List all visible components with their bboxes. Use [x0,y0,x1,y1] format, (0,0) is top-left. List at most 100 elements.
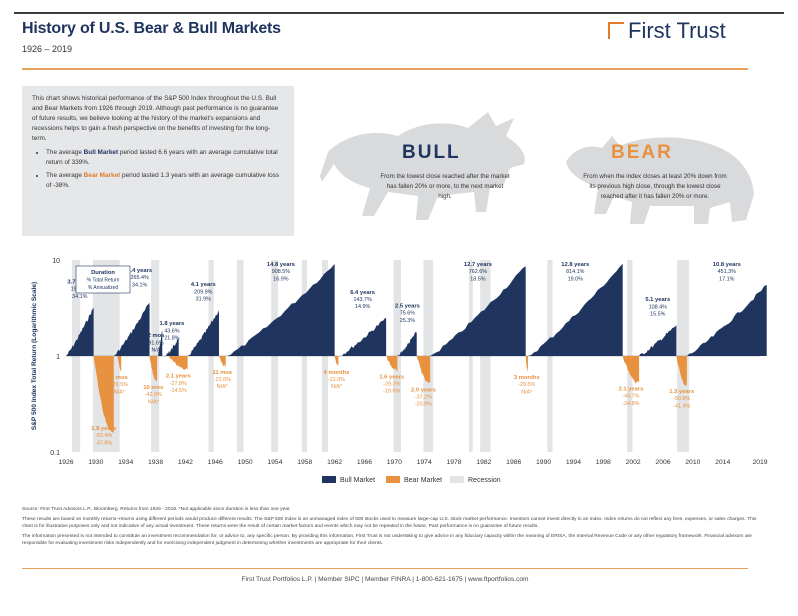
bear-silhouette-icon [566,136,754,224]
bull-segment-label: 108.4% [649,304,667,310]
bear-segment-label: N/A* [148,399,160,405]
x-tick-label: 2010 [685,459,700,466]
bear-segment-label: 1.6 years [379,374,404,380]
bull-market-area [66,307,94,356]
legend-swatch [322,476,336,483]
bull-segment-label: 12.7 years [464,262,492,268]
bull-market-term: Bull Market [83,149,119,156]
bull-segment-label: 4.4 years [127,268,152,274]
bull-segment-label: 814.1% [566,269,584,275]
bear-segment-label: -24.8% [622,401,639,407]
bear-segment-label: 11 mos [213,370,233,376]
intro-bullets: The average Bull Market period lasted 6.… [32,148,284,191]
bear-segment-label: -14.5% [170,388,187,394]
bullet-text: period lasted 6.6 years with an average … [46,149,278,166]
bull-market-area [227,263,335,356]
x-tick-label: 1974 [417,459,432,466]
bear-segment-label: -83.4% [95,433,112,439]
bull-market-area [339,317,387,356]
x-tick-label: 1998 [596,459,611,466]
bear-segment-label: 2.1 years [618,386,643,392]
bull-market-area [686,284,767,356]
bear-market-area [93,356,114,433]
bear-segment-label: -42.0% [145,392,162,398]
bear-market-area [676,356,687,386]
bear-market-area [386,356,398,372]
bear-segment-label: N/A* [331,384,343,390]
legend-swatch [450,476,464,483]
bull-market-area [430,266,526,356]
bear-segment-label: -47.8% [95,440,112,446]
x-tick-label: 1966 [357,459,372,466]
bullet-text: The average [46,172,84,179]
bear-market-area [218,356,226,368]
x-tick-label: 1986 [506,459,521,466]
bull-segment-label: 75.6% [400,311,415,317]
y-axis-label: S&P 500 Index Total Return (Logarithmic … [31,282,38,431]
bear-segment-label: 2.8 years [91,426,116,432]
bear-segment-label: -27.8% [170,381,187,387]
x-tick-label: 1962 [327,459,342,466]
bull-segment-label: 908.5% [272,269,290,275]
first-trust-logo: First Trust [608,18,726,44]
intro-paragraph: This chart shows historical performance … [32,95,279,142]
bull-heading: BULL [402,142,461,163]
legend-label: Bear Market [404,477,442,484]
x-tick-label: 1970 [387,459,402,466]
contact-line: First Trust Portfolios L.P. | Member SIP… [241,576,529,583]
header-rule [22,68,748,70]
x-tick-label: 1934 [118,459,133,466]
x-tick-label: 1926 [58,459,73,466]
bear-segment-label: -21.0% [214,377,231,383]
legend-key-item: Duration [91,270,115,276]
bull-segment-label: 16.9% [273,276,288,282]
bear-segment-label: -19.6% [383,389,400,395]
bull-segment-label: 762.6% [469,269,487,275]
bear-segment-label: N/A* [114,389,126,395]
bull-market-area [113,302,150,356]
bull-segment-label: 4.1 years [191,282,216,288]
bear-market-area [416,356,431,384]
bear-segment-label: -37.2% [415,394,432,400]
bear-segment-label: 2.1 years [166,374,191,380]
x-tick-label: 2014 [715,459,730,466]
bear-market-area [168,356,188,371]
logo-text: First Trust [628,18,726,43]
x-tick-label: 1982 [476,459,491,466]
legend-key-item: % Total Return [87,278,120,284]
bull-market-area [398,331,417,356]
bull-segment-label: 6.4 years [350,290,375,296]
logo-bracket-icon [608,21,624,39]
bear-segment-label: 1.3 years [669,389,694,395]
bear-segment-label: N/A* [521,389,533,395]
bull-segment-label: 15.5% [650,311,665,317]
bull-segment-label: 25.3% [400,318,415,324]
bear-segment-label: -21.0% [328,377,345,383]
x-tick-label: 2006 [655,459,670,466]
bear-market-area [622,356,640,384]
bear-segment-label: 4 months [324,370,350,376]
bear-segment-label: N/A* [217,384,229,390]
bear-segment-label: -29.3% [383,381,400,387]
bull-segment-label: 31.9% [196,297,211,303]
bull-market-area [187,310,219,356]
bear-segment-label: -50.9% [673,396,690,402]
bullet-text: The average [46,149,84,156]
legend-swatch [386,476,400,483]
page-subtitle: 1926 – 2019 [22,44,73,54]
bull-segment-label: 19.0% [568,276,583,282]
bear-segment-label: 3 months [514,375,540,381]
bear-heading: BEAR [611,142,673,163]
bull-segment-label: 34.1% [132,282,147,288]
x-tick-label: 1950 [238,459,253,466]
legend-key-item: % Annualized [88,285,119,291]
x-tick-label: 1954 [267,459,282,466]
bull-segment-label: 209.9% [194,289,212,295]
y-tick-label: 0.1 [50,450,60,457]
bear-segment-label: -29.5% [111,382,128,388]
footer-notes: Source: First Trust Advisors L.P., Bloom… [22,506,762,550]
bull-segment-label: 14.9% [355,304,370,310]
bull-segment-label: 265.4% [131,275,149,281]
bull-segment-label: 43.6% [164,328,179,334]
bear-description: From when the index closes at least 20% … [583,173,727,200]
